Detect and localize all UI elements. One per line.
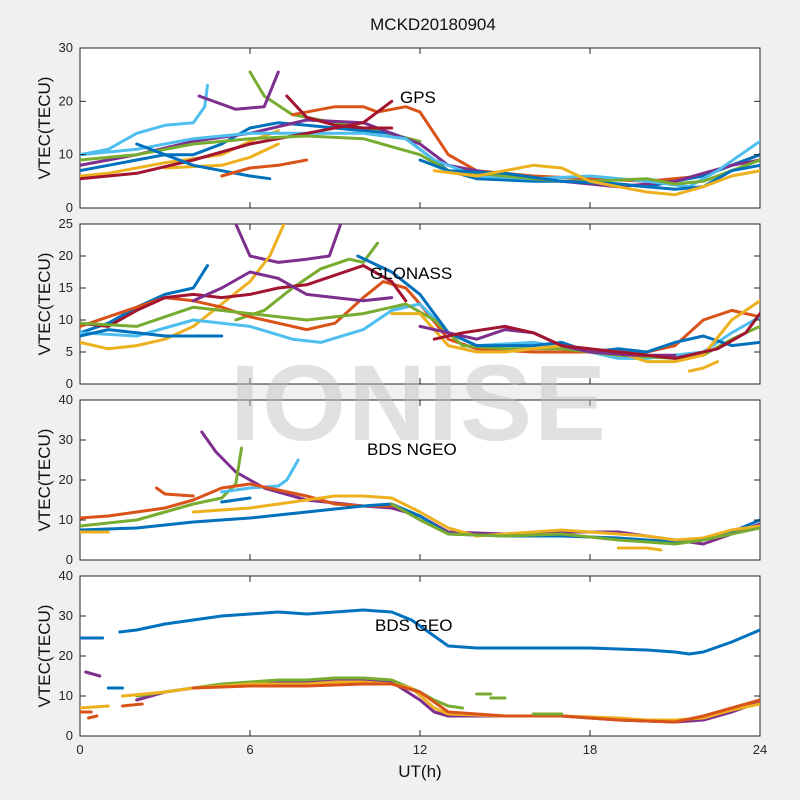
x-tick-label: 12 xyxy=(413,742,427,757)
panels-layer: 0 10 20 30 VTEC(TECU) GPS 0 5 10 15 20 25 VTEC(TECU)… xyxy=(35,40,767,757)
panel-label: BDS GEO xyxy=(375,616,452,635)
series-line xyxy=(118,608,760,656)
series-line xyxy=(80,482,394,520)
x-tick-label: 18 xyxy=(583,742,597,757)
series-group xyxy=(80,608,760,724)
y-tick-label: 30 xyxy=(59,40,73,55)
series-line xyxy=(80,99,394,181)
panel-3: 0 10 20 30 40 VTEC(TECU) BDS GEO xyxy=(35,568,761,743)
series-line xyxy=(80,328,224,338)
series-line xyxy=(687,360,719,373)
series-line xyxy=(80,446,243,528)
series-line xyxy=(285,94,394,130)
y-tick-label: 0 xyxy=(66,376,73,391)
series-group xyxy=(80,224,760,373)
y-tick-label: 15 xyxy=(59,280,73,295)
series-line xyxy=(191,270,394,303)
series-line xyxy=(191,494,760,542)
panel-2: 0 10 20 30 40 VTEC(TECU) BDS NGEO xyxy=(35,392,761,567)
x-tick-label: 6 xyxy=(246,742,253,757)
watermark: IONISE xyxy=(230,342,608,463)
y-tick-label: 40 xyxy=(59,568,73,583)
series-line xyxy=(234,224,343,264)
y-tick-label: 25 xyxy=(59,216,73,231)
series-line xyxy=(191,682,760,724)
x-tick-label: 24 xyxy=(753,742,767,757)
series-line xyxy=(220,158,309,178)
axes-box xyxy=(79,575,761,737)
chart-title: MCKD20180904 xyxy=(370,15,496,34)
y-tick-label: 10 xyxy=(59,312,73,327)
y-tick-label: 20 xyxy=(59,648,73,663)
y-tick-label: 20 xyxy=(59,93,73,108)
x-axis-label: UT(h) xyxy=(398,762,441,781)
series-line xyxy=(432,312,760,360)
panel-label: BDS NGEO xyxy=(367,440,457,459)
y-tick-label: 10 xyxy=(59,512,73,527)
series-line xyxy=(220,458,300,494)
series-line xyxy=(80,264,408,328)
series-line xyxy=(80,704,110,710)
y-axis-label: VTEC(TECU) xyxy=(35,77,54,180)
y-axis-label: VTEC(TECU) xyxy=(35,253,54,356)
series-group xyxy=(80,70,760,197)
y-tick-label: 40 xyxy=(59,392,73,407)
series-line xyxy=(155,486,195,498)
y-tick-label: 5 xyxy=(66,344,73,359)
y-tick-label: 20 xyxy=(59,472,73,487)
y-tick-label: 20 xyxy=(59,248,73,263)
series-line xyxy=(87,714,99,720)
series-line xyxy=(432,163,760,197)
series-line xyxy=(234,241,379,322)
y-tick-label: 30 xyxy=(59,608,73,623)
series-line xyxy=(390,502,760,546)
series-line xyxy=(80,83,209,157)
series-line xyxy=(135,142,272,181)
series-line xyxy=(121,702,144,708)
series-line xyxy=(418,158,760,191)
series-line xyxy=(616,546,663,552)
series-group xyxy=(80,430,760,552)
series-line xyxy=(197,70,280,111)
panel-label: GLONASS xyxy=(370,264,452,283)
y-tick-label: 0 xyxy=(66,552,73,567)
series-line xyxy=(84,670,102,678)
y-tick-label: 10 xyxy=(59,688,73,703)
y-axis-label: VTEC(TECU) xyxy=(35,429,54,532)
y-tick-label: 30 xyxy=(59,432,73,447)
y-tick-label: 10 xyxy=(59,147,73,162)
x-tick-label: 0 xyxy=(76,742,83,757)
series-line xyxy=(80,224,286,351)
panel-label: GPS xyxy=(400,88,436,107)
panel-1: 0 5 10 15 20 25 VTEC(TECU) GLONASS xyxy=(35,216,761,391)
y-tick-label: 0 xyxy=(66,728,73,743)
panel-0: 0 10 20 30 VTEC(TECU) GPS xyxy=(35,40,761,215)
series-line xyxy=(220,496,252,504)
y-axis-label: VTEC(TECU) xyxy=(35,605,54,708)
y-tick-label: 0 xyxy=(66,200,73,215)
